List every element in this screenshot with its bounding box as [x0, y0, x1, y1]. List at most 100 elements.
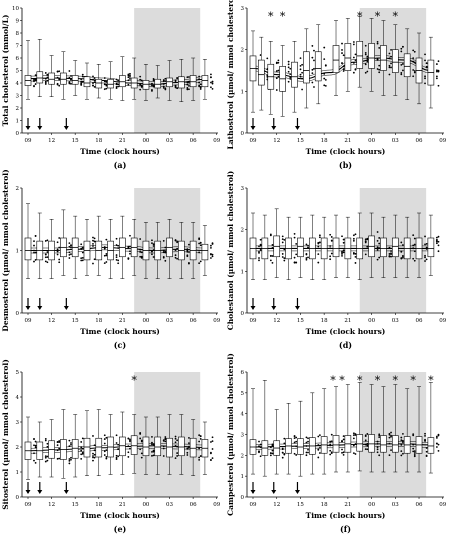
x-tick-label: 12	[273, 138, 280, 144]
confidence-band-line	[28, 249, 205, 254]
data-point	[210, 244, 212, 247]
data-point	[70, 82, 72, 85]
data-point	[105, 254, 108, 257]
significance-star: *	[393, 374, 399, 387]
data-point	[162, 439, 165, 442]
x-tick-label: 03	[166, 138, 173, 144]
data-point	[329, 255, 332, 258]
data-point	[58, 447, 61, 450]
data-point	[287, 80, 290, 83]
data-point	[424, 435, 426, 437]
box-iqr	[332, 435, 340, 453]
data-point	[330, 236, 333, 238]
data-point	[317, 253, 320, 256]
x-tick-label: 09	[25, 138, 32, 144]
data-point	[58, 237, 61, 239]
data-point	[301, 71, 304, 74]
x-axis-title: Time (clock hours)	[306, 327, 386, 336]
data-point	[151, 450, 153, 453]
data-point	[354, 233, 357, 236]
data-point	[366, 57, 369, 60]
data-point	[140, 256, 143, 259]
box-iqr	[36, 71, 44, 84]
data-point	[311, 45, 314, 47]
data-point	[139, 238, 142, 240]
data-point	[115, 254, 118, 256]
box-iqr	[189, 75, 197, 88]
data-point	[174, 457, 177, 460]
data-point	[152, 454, 155, 457]
box-iqr	[142, 436, 150, 457]
data-point	[188, 442, 190, 445]
data-point	[33, 85, 35, 88]
data-point	[281, 238, 284, 241]
y-tick-label: 5	[241, 391, 245, 397]
data-point	[56, 457, 59, 460]
data-point	[275, 70, 278, 72]
data-point	[117, 259, 120, 262]
data-point	[342, 54, 345, 57]
data-point	[81, 75, 84, 78]
data-point	[354, 433, 357, 435]
data-point	[281, 456, 284, 459]
box-iqr	[83, 437, 91, 458]
data-point	[402, 69, 404, 72]
x-axis-title: Time (clock hours)	[80, 327, 160, 336]
data-point	[129, 74, 131, 77]
y-tick-label: 0	[16, 495, 20, 501]
data-point	[400, 47, 403, 50]
data-point	[210, 246, 212, 249]
x-axis-title: Time (clock hours)	[306, 147, 386, 156]
data-point	[342, 251, 345, 254]
data-point	[317, 448, 320, 451]
data-point	[295, 454, 298, 456]
data-point	[376, 239, 379, 242]
x-tick-label: 09	[213, 138, 220, 144]
x-tick-label: 12	[273, 318, 280, 324]
data-point	[324, 64, 327, 67]
data-point	[342, 435, 345, 438]
box-iqr	[380, 435, 387, 453]
data-point	[388, 436, 391, 439]
data-point	[402, 255, 404, 258]
data-point	[164, 440, 167, 443]
data-point	[92, 82, 94, 85]
box-iqr	[154, 436, 162, 457]
data-point	[34, 235, 37, 237]
data-point	[435, 442, 438, 445]
y-tick-label: 0	[16, 131, 20, 137]
y-axis-title: Cholestanol (µmol/ mmol cholesterol)	[226, 171, 235, 330]
data-point	[352, 452, 355, 455]
meal-arrow-head	[250, 306, 256, 310]
data-point	[211, 457, 214, 460]
box-iqr	[83, 76, 91, 88]
x-tick-label: 03	[166, 502, 173, 508]
data-point	[139, 255, 142, 258]
data-point	[352, 239, 355, 242]
data-point	[140, 452, 143, 455]
data-point	[364, 44, 367, 47]
meal-arrow-head	[271, 306, 277, 310]
x-tick-label: 18	[95, 502, 102, 508]
data-point	[329, 258, 332, 261]
data-point	[33, 260, 35, 263]
data-point	[352, 71, 355, 74]
data-point	[364, 253, 367, 256]
data-point	[117, 455, 120, 458]
data-point	[127, 76, 130, 79]
data-point	[164, 88, 167, 91]
box-iqr	[201, 75, 209, 88]
data-point	[186, 76, 189, 79]
data-point	[341, 42, 343, 45]
panel-label: (d)	[339, 340, 352, 350]
data-point	[437, 244, 440, 247]
data-point	[275, 77, 278, 80]
data-point	[259, 249, 262, 251]
data-point	[199, 244, 202, 247]
data-point	[305, 441, 308, 444]
data-point	[295, 243, 298, 245]
data-point	[354, 68, 357, 71]
box-iqr	[24, 237, 32, 261]
data-point	[424, 53, 426, 56]
